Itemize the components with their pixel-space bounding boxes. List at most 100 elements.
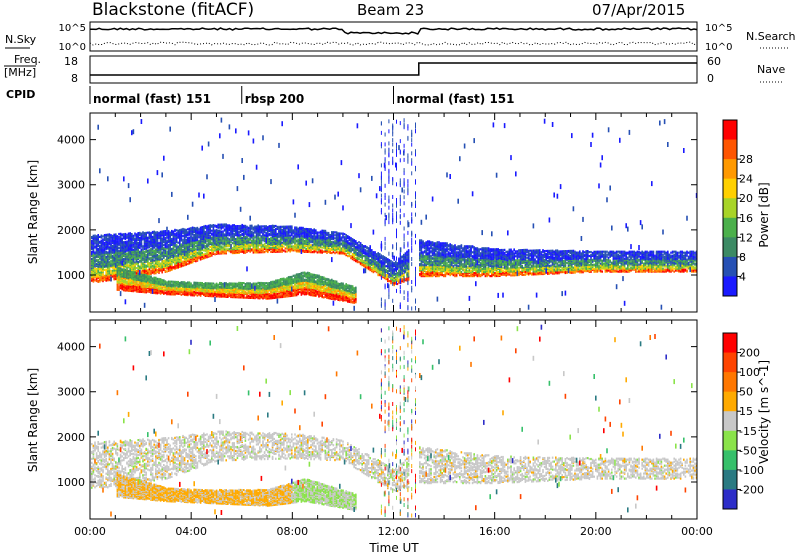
data-cell: [175, 255, 178, 258]
data-cell: [145, 231, 147, 234]
data-cell: [99, 240, 101, 243]
data-cell: [107, 239, 109, 242]
data-cell: [163, 260, 165, 263]
data-cell: [124, 255, 127, 258]
data-cell: [92, 256, 95, 259]
data-cell: [135, 241, 138, 244]
data-cell: [140, 270, 143, 273]
data-cell: [155, 237, 157, 240]
data-cell: [235, 225, 237, 228]
freq-label-line2: [MHz]: [4, 66, 36, 79]
data-cell: [95, 277, 98, 281]
data-cell: [193, 281, 195, 284]
data-cell: [275, 224, 277, 228]
data-cell: [134, 234, 136, 237]
cpid-segment-label: normal (fast) 151: [397, 92, 515, 106]
data-cell: [119, 252, 122, 255]
data-cell: [188, 287, 191, 290]
data-cell: [215, 228, 218, 231]
data-cell: [156, 260, 159, 264]
data-cell: [99, 168, 101, 174]
data-cell: [143, 232, 146, 235]
data-cell: [239, 250, 242, 253]
data-cell: [153, 249, 155, 252]
radar-title: Blackstone (fitACF): [92, 0, 254, 20]
data-cell: [190, 227, 192, 230]
data-cell: [193, 256, 195, 259]
data-cell: [161, 247, 163, 250]
data-cell: [129, 259, 131, 262]
data-cell: [111, 251, 114, 254]
data-cell: [214, 224, 216, 227]
data-cell: [284, 236, 287, 239]
data-cell: [191, 244, 194, 247]
data-cell: [180, 287, 183, 290]
data-cell: [193, 226, 195, 230]
nsky-panel: N.Sky 10^5 10^0 10^5 10^0 N.Search: [5, 21, 796, 53]
data-cell: [111, 254, 114, 257]
data-cell: [159, 244, 162, 247]
data-cell: [185, 238, 187, 241]
data-cell: [132, 289, 135, 292]
data-cell: [97, 124, 99, 130]
data-cell: [233, 247, 235, 250]
data-cell: [270, 241, 272, 245]
data-cell: [163, 244, 165, 247]
data-cell: [119, 244, 122, 247]
data-cell: [212, 229, 215, 232]
data-cell: [211, 250, 213, 253]
data-cell: [188, 245, 191, 248]
data-cell: [118, 235, 120, 239]
data-cell: [267, 237, 269, 240]
data-cell: [196, 291, 199, 294]
data-cell: [244, 291, 247, 294]
data-cell: [249, 241, 251, 244]
data-cell: [188, 260, 191, 263]
data-cell: [211, 245, 213, 248]
data-cell: [110, 262, 112, 266]
data-cell: [103, 262, 106, 265]
data-cell: [214, 241, 216, 244]
data-cell: [95, 244, 98, 247]
data-cell: [172, 280, 175, 283]
data-cell: [199, 226, 202, 229]
data-cell: [151, 288, 154, 294]
data-cell: [142, 255, 144, 258]
data-cell: [161, 230, 163, 233]
data-cell: [167, 248, 170, 251]
data-cell: [107, 275, 109, 278]
data-cell: [265, 247, 267, 250]
data-cell: [185, 293, 187, 296]
data-cell: [172, 235, 175, 238]
data-cell: [187, 260, 189, 263]
data-cell: [198, 228, 200, 231]
data-cell: [143, 302, 146, 308]
data-cell: [161, 286, 163, 289]
data-cell: [265, 237, 267, 243]
data-cell: [156, 279, 159, 282]
data-cell: [236, 284, 239, 287]
data-cell: [159, 280, 162, 283]
data-cell: [227, 291, 229, 294]
data-cell: [107, 247, 109, 250]
data-cell: [231, 224, 234, 227]
data-cell: [107, 237, 109, 240]
data-cell: [203, 255, 205, 258]
data-cell: [99, 255, 101, 258]
data-cell: [223, 223, 226, 226]
data-cell: [182, 255, 184, 258]
data-cell: [219, 229, 221, 232]
data-cell: [212, 282, 215, 285]
data-cell: [211, 282, 213, 285]
data-cell: [283, 249, 285, 252]
data-cell: [222, 153, 224, 159]
data-cell: [108, 242, 111, 245]
data-cell: [246, 247, 248, 250]
data-cell: [281, 281, 283, 284]
data-cell: [239, 294, 242, 297]
data-cell: [103, 268, 106, 271]
data-cell: [180, 243, 183, 246]
data-cell: [257, 247, 259, 250]
data-cell: [129, 242, 131, 245]
data-cell: [276, 225, 279, 228]
